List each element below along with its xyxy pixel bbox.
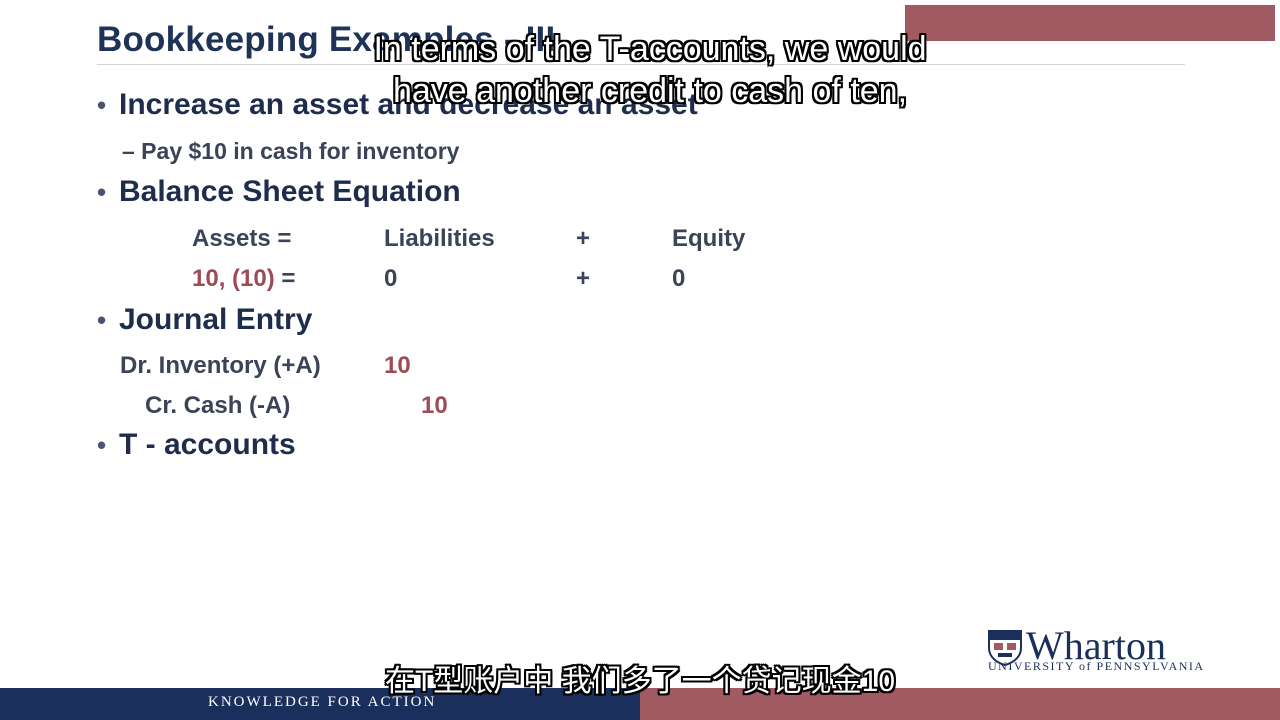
journal-debit-amount: 10: [384, 352, 411, 379]
bullet-balance-sheet: • Balance Sheet Equation: [97, 175, 461, 209]
assets-increase: 10,: [192, 265, 233, 292]
bullet-dot-icon: •: [97, 430, 107, 460]
equation-equity-value: 0: [672, 265, 686, 292]
top-accent-bar: [905, 5, 1275, 41]
bullet-t-accounts: • T - accounts: [97, 428, 296, 462]
slide-title: Bookkeeping Examples - III: [97, 20, 556, 59]
journal-credit-amount: 10: [421, 392, 448, 419]
bullet-dot-icon: •: [97, 305, 107, 335]
english-subtitle-line-2: have another credit to cash of ten,: [392, 72, 908, 110]
bullet-journal-entry: • Journal Entry: [97, 303, 312, 337]
english-subtitle-line-1: In terms of the T-accounts, we would: [373, 30, 927, 68]
sub-bullet-pay-cash: – Pay $10 in cash for inventory: [122, 138, 460, 164]
equation-liabilities-value: 0: [384, 265, 398, 292]
english-subtitle: In terms of the T-accounts, we would hav…: [300, 28, 1000, 112]
footer-tagline: KNOWLEDGE FOR ACTION: [208, 694, 437, 710]
bullet-increase-asset: • Increase an asset and decrease an asset: [97, 88, 698, 122]
footer-bar-navy: [0, 688, 640, 720]
equation-liabilities-header: Liabilities: [384, 225, 495, 252]
bullet-label: Journal Entry: [119, 303, 313, 336]
bullet-label: T - accounts: [119, 428, 296, 461]
equation-plus-header: +: [576, 225, 591, 252]
equation-assets-header: Assets =: [192, 225, 292, 252]
bullet-dot-icon: •: [97, 90, 107, 120]
journal-credit-label: Cr. Cash (-A): [145, 392, 291, 419]
wharton-shield-icon: [988, 630, 1022, 666]
journal-debit-label: Dr. Inventory (+A): [120, 352, 321, 379]
chinese-subtitle: 在T型账户中 我们多了一个贷记现金10: [384, 665, 896, 698]
equation-assets-value: 10, (10) =: [192, 265, 295, 293]
title-divider: [97, 64, 1185, 65]
wharton-logo-wordmark: Wharton: [1026, 623, 1166, 668]
equation-plus-value: +: [576, 265, 591, 292]
assets-equals: =: [274, 265, 296, 292]
wharton-logo-university: UNIVERSITY of PENNSYLVANIA: [988, 659, 1205, 673]
bullet-label: Balance Sheet Equation: [119, 175, 461, 208]
bullet-label: Increase an asset and decrease an asset: [119, 88, 698, 121]
assets-decrease: (10): [232, 265, 275, 292]
footer-bar-red: [640, 688, 1280, 720]
bullet-dot-icon: •: [97, 177, 107, 207]
equation-equity-header: Equity: [672, 225, 746, 252]
